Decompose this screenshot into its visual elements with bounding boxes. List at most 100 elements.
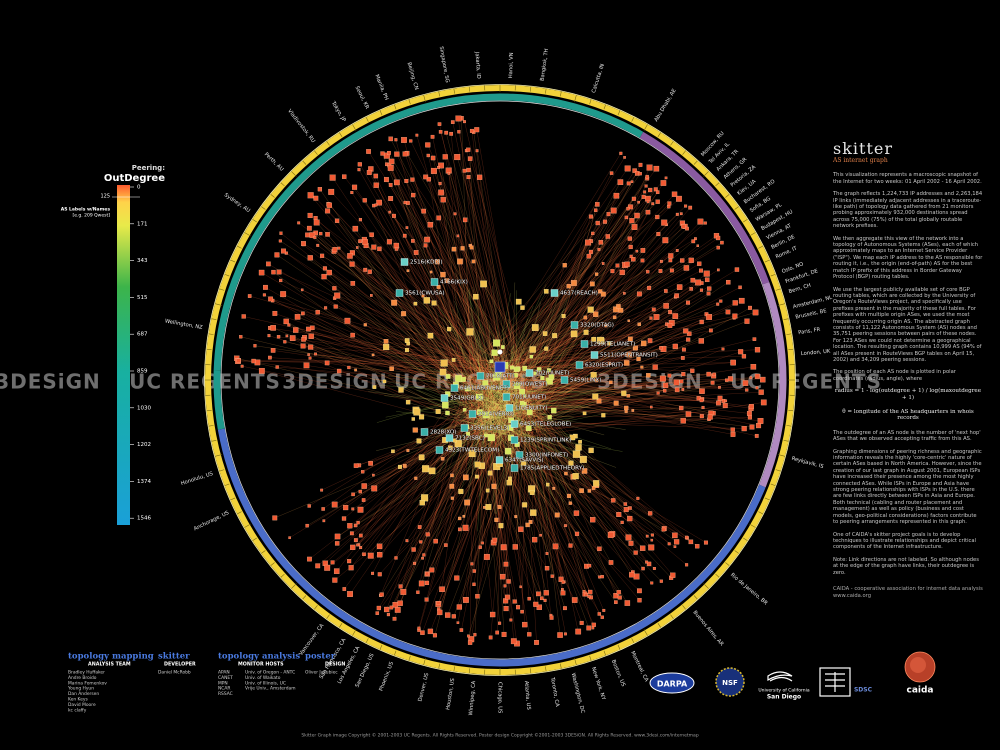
node (590, 281, 595, 287)
node (526, 409, 533, 415)
node (382, 379, 387, 384)
as-node (510, 464, 519, 472)
edge (508, 427, 617, 468)
node (307, 353, 310, 356)
edge (303, 243, 532, 390)
ring-tick (468, 668, 470, 674)
node (239, 335, 243, 339)
node (624, 360, 630, 366)
edge (483, 395, 526, 424)
as-label: 6320(ESPRIT) (585, 363, 623, 369)
node (652, 364, 658, 370)
edge (459, 429, 517, 475)
node (483, 506, 486, 509)
edge (295, 329, 502, 377)
node (715, 235, 721, 241)
inner-ring-segment (213, 93, 644, 371)
node (444, 543, 448, 547)
node (543, 598, 547, 602)
node (536, 604, 543, 610)
paragraph: The graph reflects 1,224,733 IP addresse… (833, 191, 983, 230)
legend-threshold: 125 (100, 194, 110, 200)
node (616, 304, 621, 309)
node (494, 517, 499, 522)
node (402, 151, 408, 157)
edge (477, 315, 676, 400)
node (336, 368, 342, 374)
node (600, 575, 604, 579)
node (588, 214, 593, 219)
edge (491, 430, 558, 516)
ucsd-logo-mark (767, 671, 793, 682)
ring-tick (788, 348, 794, 350)
edge (488, 214, 678, 406)
edge (434, 433, 487, 636)
as-node (476, 372, 485, 380)
node (672, 343, 678, 350)
edge (488, 421, 495, 430)
edge (355, 373, 481, 541)
edge (517, 242, 602, 366)
ring-tick (770, 274, 776, 277)
edge (498, 339, 689, 400)
node (582, 411, 587, 416)
edge (418, 401, 480, 629)
edge (484, 284, 547, 419)
legend-tick-label: 515 (137, 295, 148, 301)
node (475, 149, 479, 153)
node (738, 349, 744, 355)
node (637, 588, 642, 594)
node (429, 567, 435, 573)
edge (482, 424, 508, 598)
as-node (400, 258, 409, 266)
node (645, 174, 649, 179)
node (307, 556, 312, 562)
watermark: 3DESiGN (282, 370, 388, 394)
edge (511, 398, 752, 428)
node (525, 522, 530, 528)
node (624, 165, 631, 172)
node (664, 289, 668, 293)
edge (482, 422, 499, 463)
edge (487, 380, 507, 609)
node (451, 246, 457, 252)
legend-tick-label: 1030 (137, 405, 151, 411)
edge (504, 189, 656, 432)
node (734, 267, 740, 272)
edge (274, 313, 531, 402)
edge (486, 419, 498, 489)
node (650, 405, 653, 409)
node (628, 204, 633, 210)
sidebar: skitter AS internet graph This visualiza… (833, 140, 983, 600)
node (522, 365, 528, 371)
edge (479, 303, 517, 393)
ring-tick (438, 91, 440, 97)
edge (389, 165, 509, 431)
edge (464, 420, 497, 453)
sdsc-logo (819, 667, 851, 697)
node (329, 174, 336, 181)
edge (465, 393, 643, 549)
caida-logo-inner (910, 657, 926, 673)
edge (528, 439, 546, 601)
node (491, 483, 497, 489)
edge (357, 365, 506, 523)
edge (491, 398, 595, 402)
node (591, 622, 596, 627)
node (663, 303, 669, 309)
edge (389, 348, 482, 419)
node (542, 331, 548, 336)
as-node (450, 384, 459, 392)
credit-name: APAN (218, 670, 230, 676)
node (320, 488, 324, 492)
node (646, 164, 653, 171)
edge (511, 282, 516, 427)
edge (428, 155, 491, 409)
node (673, 545, 677, 548)
node (636, 496, 640, 500)
edge (480, 400, 499, 422)
node (468, 450, 476, 458)
node (687, 331, 692, 336)
edge (302, 313, 473, 402)
